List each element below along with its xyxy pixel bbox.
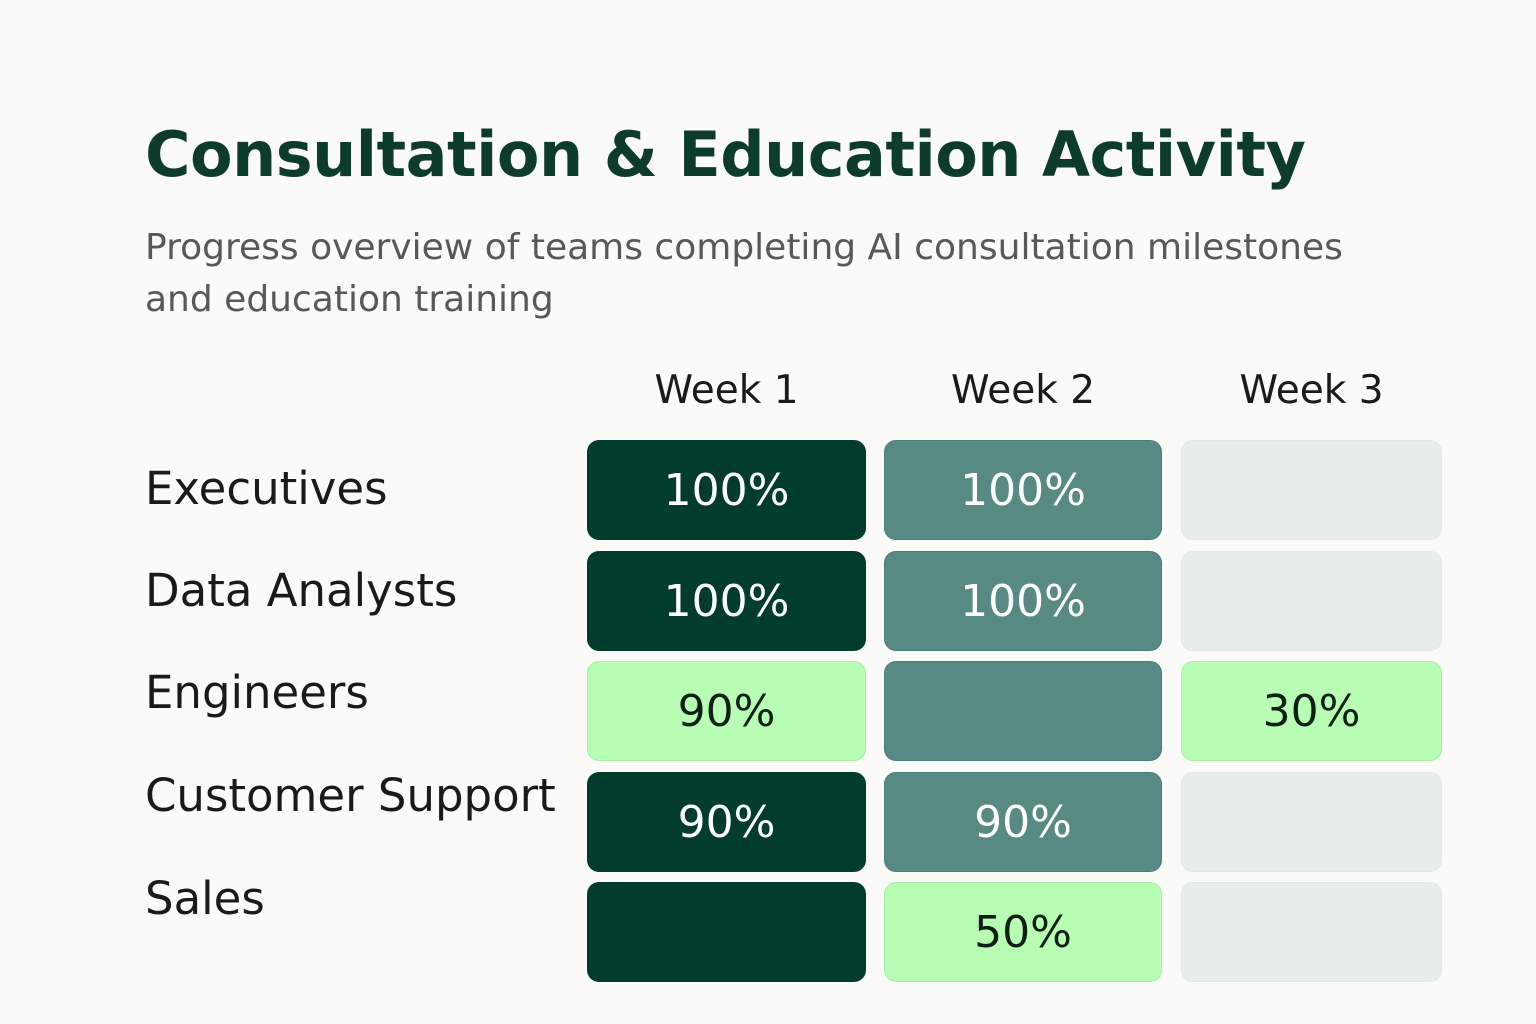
heatmap-cell (1181, 772, 1442, 872)
heatmap-cell: 100% (884, 440, 1162, 540)
heatmap-cell: 100% (587, 551, 866, 651)
heatmap-cell (884, 661, 1162, 761)
row-label: Data Analysts (145, 564, 458, 617)
row-label: Sales (145, 872, 265, 925)
row-label: Engineers (145, 666, 369, 719)
chart-subtitle: Progress overview of teams completing AI… (145, 227, 1343, 320)
heatmap-cell: 90% (587, 661, 866, 761)
heatmap-cell: 100% (884, 551, 1162, 651)
column-header: Week 2 (950, 368, 1096, 413)
column-header: Week 3 (1239, 368, 1384, 413)
column-header: Week 1 (654, 368, 799, 413)
row-label: Executives (145, 462, 388, 515)
row-label: Customer Support (145, 769, 556, 822)
heatmap-cell (1181, 551, 1442, 651)
heatmap-cell (1181, 882, 1442, 982)
heatmap-cell: 50% (884, 882, 1162, 982)
heatmap-cell (1181, 440, 1442, 540)
chart-title: Consultation & Education Activity (145, 118, 1306, 191)
heatmap-cell: 30% (1181, 661, 1442, 761)
heatmap-cell (587, 882, 866, 982)
heatmap-cell: 100% (587, 440, 866, 540)
heatmap-cell: 90% (587, 772, 866, 872)
heatmap-cell: 90% (884, 772, 1162, 872)
